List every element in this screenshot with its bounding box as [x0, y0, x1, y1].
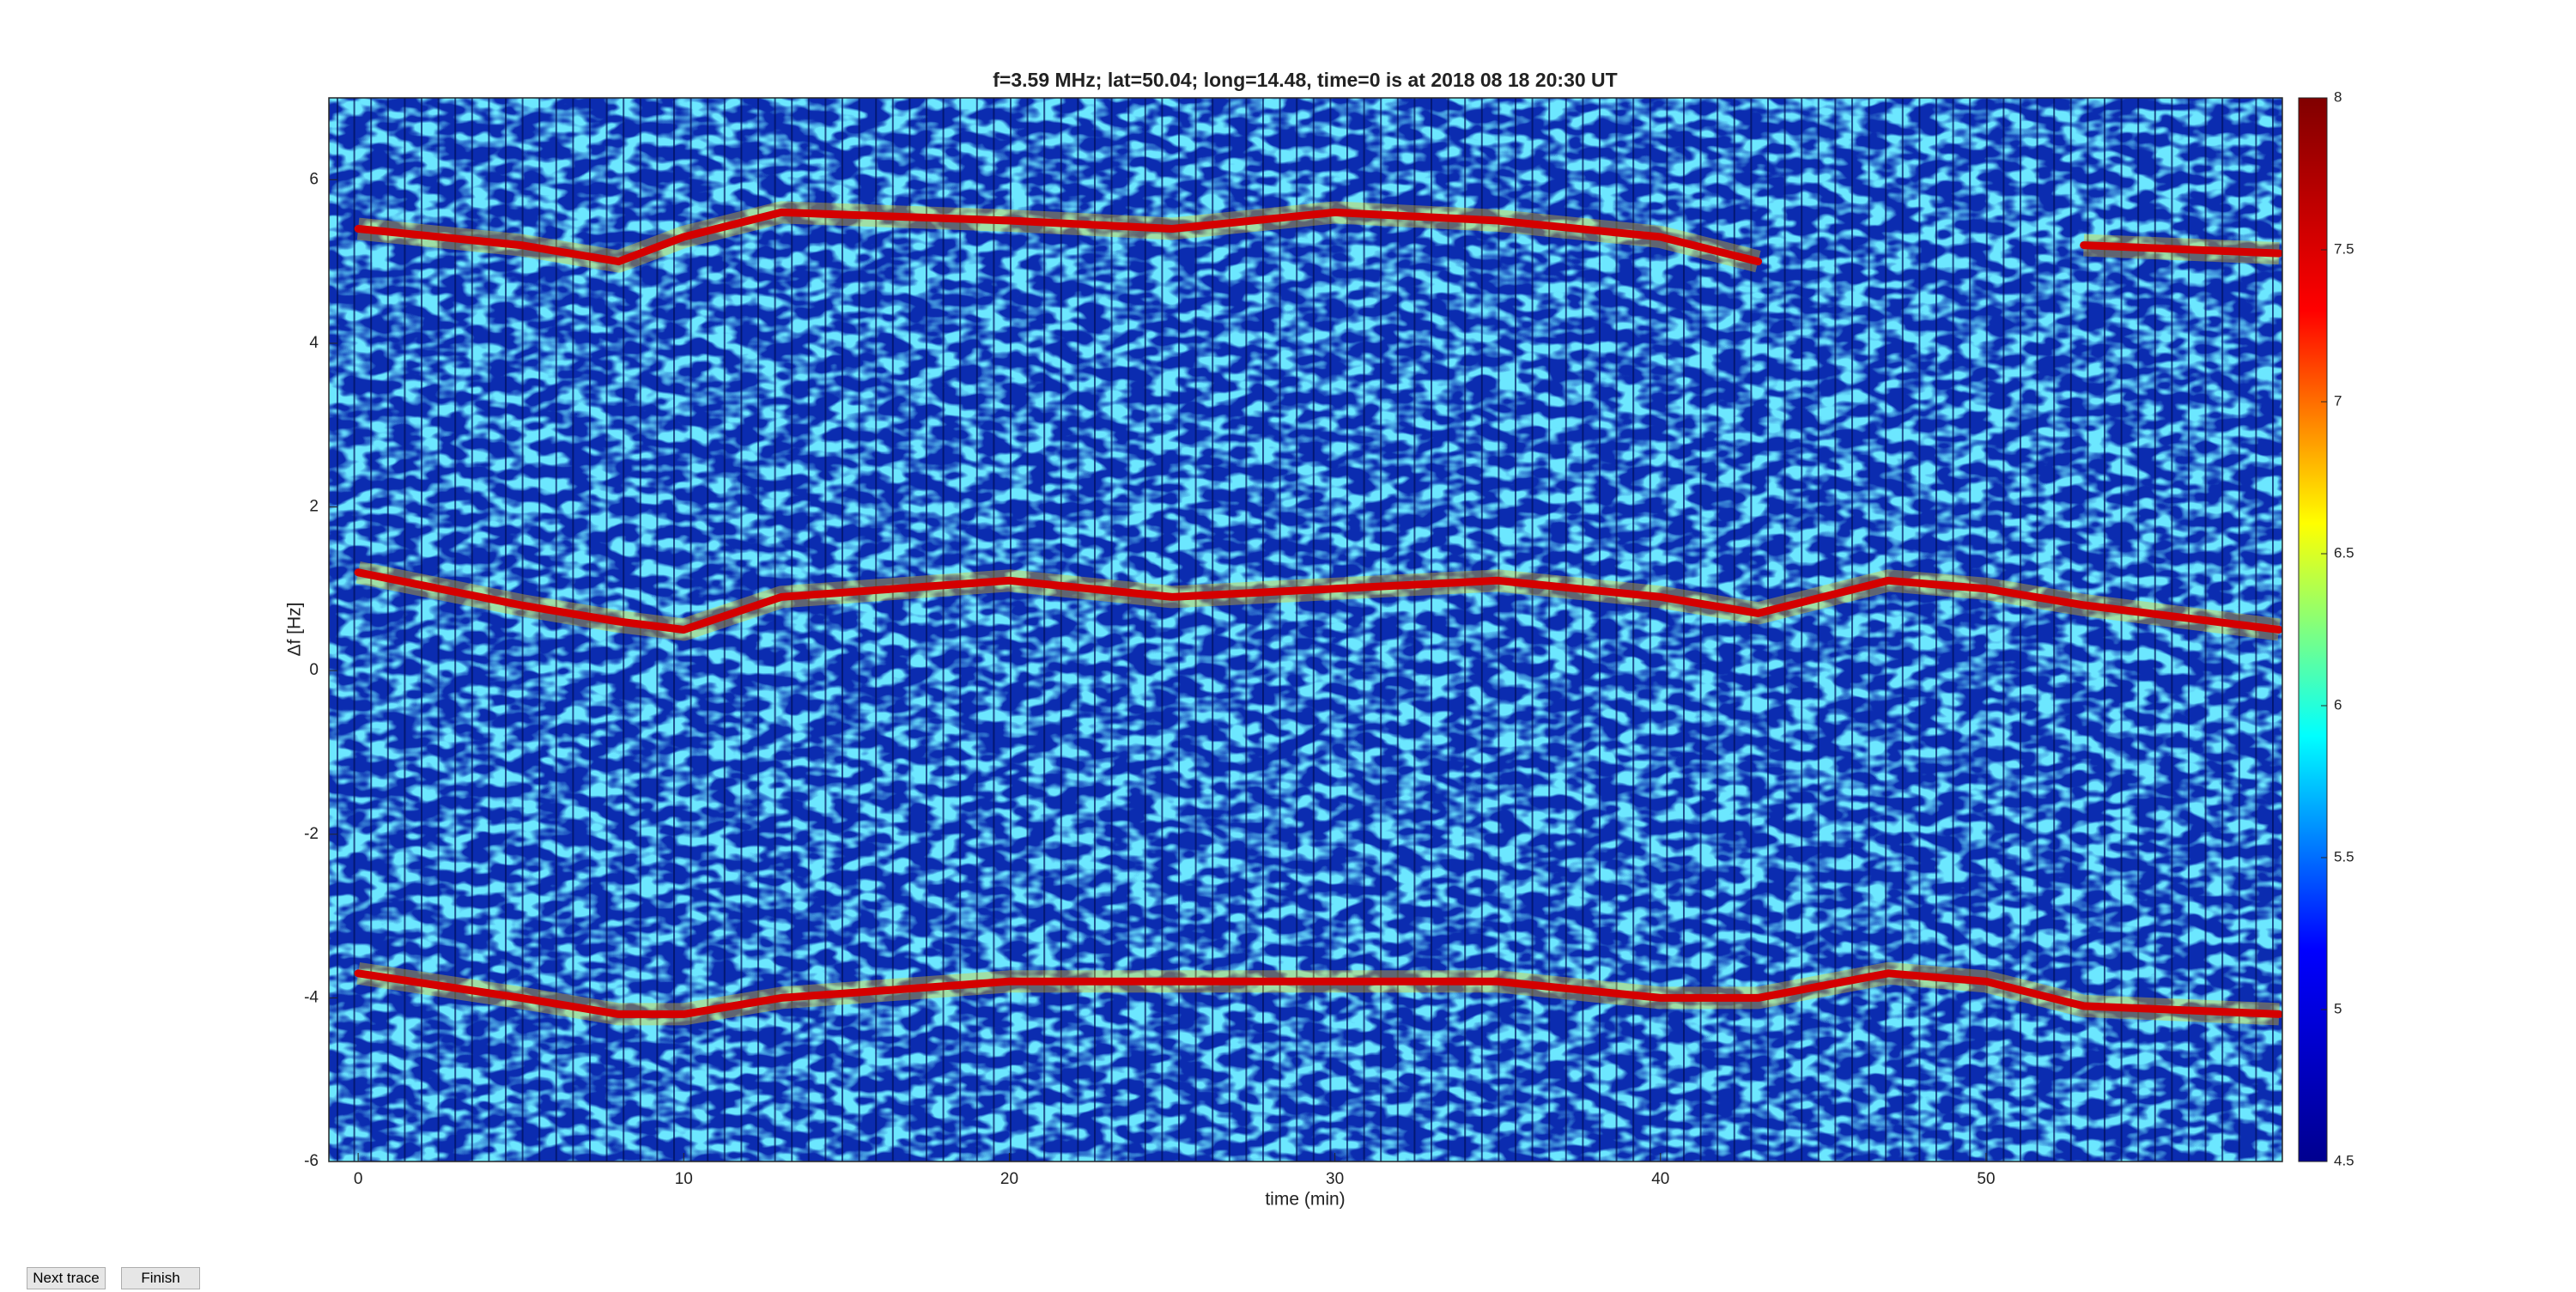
colorbar-tick-label: 6 [2334, 696, 2342, 713]
y-tick-label: 6 [309, 170, 319, 188]
y-axis-label: Δf [Hz] [285, 602, 305, 656]
chart-title: f=3.59 MHz; lat=50.04; long=14.48, time=… [993, 69, 1617, 91]
colorbar-tick-label: 8 [2334, 88, 2342, 105]
x-axis-label: time (min) [1265, 1190, 1345, 1210]
next-trace-button[interactable]: Next trace [27, 1267, 106, 1289]
x-tick-label: 0 [354, 1170, 363, 1188]
plot-frame [328, 97, 2283, 1162]
colorbar-tick-label: 5 [2334, 1000, 2342, 1016]
trace [354, 969, 2282, 1018]
finish-button[interactable]: Finish [121, 1267, 200, 1289]
x-tick-label: 50 [1977, 1170, 1995, 1188]
y-tick-label: 4 [309, 334, 319, 352]
trace [354, 208, 2282, 266]
y-tick-label: -6 [304, 1152, 319, 1170]
x-tick-label: 40 [1651, 1170, 1669, 1188]
colorbar-tick-label: 5.5 [2334, 848, 2354, 864]
y-tick-label: 2 [309, 498, 319, 516]
trace [354, 568, 2282, 634]
y-tick-label: 0 [309, 661, 319, 679]
colorbar-tick-label: 4.5 [2334, 1152, 2354, 1168]
x-tick-label: 20 [1000, 1170, 1018, 1188]
x-tick-label: 30 [1326, 1170, 1344, 1188]
y-tick-label: -2 [304, 825, 319, 843]
colorbar-tick-label: 7.5 [2334, 240, 2354, 257]
traces [354, 201, 2282, 1026]
y-tick-label: -4 [304, 988, 319, 1006]
x-tick-label: 10 [675, 1170, 693, 1188]
colorbar-tick-label: 7 [2334, 392, 2342, 409]
colorbar [2298, 97, 2328, 1162]
colorbar-tick-label: 6.5 [2334, 544, 2354, 561]
chart: f=3.59 MHz; lat=50.04; long=14.48, time=… [285, 69, 2354, 1210]
